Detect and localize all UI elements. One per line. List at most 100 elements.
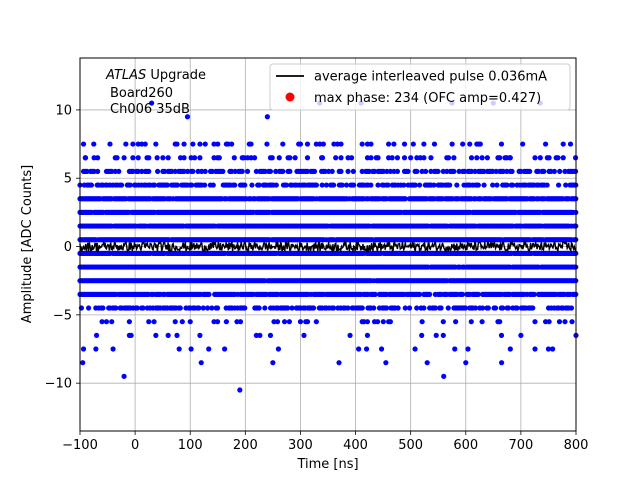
sample-point bbox=[440, 319, 446, 325]
sample-point bbox=[449, 141, 455, 147]
sample-point bbox=[329, 168, 335, 175]
sample-point bbox=[438, 305, 444, 311]
sample-point bbox=[114, 155, 120, 161]
sample-point bbox=[351, 182, 357, 188]
sample-point bbox=[405, 168, 411, 175]
sample-point bbox=[127, 182, 133, 188]
sample-point bbox=[80, 360, 86, 366]
sample-point bbox=[454, 182, 460, 188]
sample-point bbox=[130, 155, 136, 161]
sample-point bbox=[485, 305, 491, 311]
sample-point bbox=[345, 305, 351, 311]
sample-point bbox=[401, 182, 407, 188]
sample-point bbox=[304, 141, 311, 147]
sample-point bbox=[499, 360, 505, 366]
sample-points bbox=[77, 100, 579, 393]
sample-point bbox=[253, 332, 259, 338]
sample-point bbox=[343, 182, 350, 188]
sample-point bbox=[103, 319, 110, 325]
sample-point bbox=[494, 182, 500, 188]
annotation-line-1: ATLAS Upgrade bbox=[105, 68, 206, 83]
sample-point bbox=[206, 291, 212, 297]
sample-point bbox=[287, 168, 293, 175]
sample-point bbox=[375, 155, 381, 161]
sample-point bbox=[569, 319, 575, 325]
sample-point bbox=[267, 168, 274, 175]
sample-point bbox=[123, 141, 129, 147]
sample-point bbox=[286, 319, 293, 325]
sample-point bbox=[109, 319, 115, 325]
x-tick-label: 100 bbox=[178, 438, 203, 453]
sample-point bbox=[394, 155, 401, 161]
x-tick-label: 700 bbox=[508, 438, 533, 453]
sample-point bbox=[153, 141, 159, 147]
sample-point bbox=[214, 319, 221, 325]
sample-point bbox=[172, 319, 178, 325]
sample-point bbox=[459, 291, 466, 297]
sample-point bbox=[215, 141, 221, 147]
sample-point bbox=[359, 141, 365, 147]
sample-point bbox=[410, 141, 416, 147]
sample-point bbox=[206, 346, 212, 352]
sample-point bbox=[99, 319, 105, 325]
sample-point bbox=[419, 332, 425, 338]
sample-point bbox=[445, 305, 451, 311]
sample-point bbox=[433, 332, 439, 338]
sample-point bbox=[216, 155, 222, 161]
sample-point bbox=[153, 332, 159, 338]
sample-point bbox=[93, 332, 100, 338]
sample-point bbox=[463, 360, 469, 366]
sample-point bbox=[544, 182, 550, 188]
average-pulse-line-group bbox=[79, 239, 577, 254]
sample-point bbox=[222, 346, 228, 352]
sample-point bbox=[479, 155, 485, 161]
sample-point bbox=[474, 141, 480, 147]
sample-point bbox=[363, 346, 370, 352]
sample-point bbox=[304, 155, 311, 161]
sample-point bbox=[497, 319, 503, 325]
sample-point bbox=[231, 155, 237, 161]
sample-point bbox=[467, 141, 473, 147]
sample-point bbox=[560, 141, 566, 147]
sample-point bbox=[452, 346, 458, 352]
sample-point bbox=[484, 155, 490, 161]
sample-point bbox=[440, 332, 446, 338]
sample-point bbox=[274, 319, 281, 325]
sample-point bbox=[287, 155, 293, 161]
sample-point bbox=[323, 182, 330, 188]
sample-point bbox=[289, 305, 295, 311]
sample-point bbox=[276, 155, 282, 161]
sample-point bbox=[121, 155, 127, 161]
sample-point bbox=[468, 319, 474, 325]
sample-point bbox=[387, 319, 393, 325]
y-tick-label: −10 bbox=[45, 377, 72, 392]
legend-box bbox=[269, 63, 571, 111]
sample-point bbox=[431, 141, 438, 147]
sample-point bbox=[273, 182, 279, 188]
sample-point bbox=[280, 141, 286, 147]
plot-frame bbox=[79, 57, 577, 432]
x-tick-label: 200 bbox=[233, 438, 258, 453]
sample-point bbox=[311, 168, 318, 175]
x-tick-label: 400 bbox=[343, 438, 368, 453]
sample-point bbox=[375, 319, 381, 325]
sample-point bbox=[394, 168, 401, 175]
sample-point bbox=[510, 182, 516, 188]
sample-point bbox=[151, 319, 157, 325]
sample-point bbox=[402, 196, 408, 202]
sample-point bbox=[88, 182, 95, 188]
sample-point bbox=[518, 332, 524, 338]
sample-point bbox=[151, 182, 158, 188]
sample-point bbox=[395, 305, 401, 311]
sample-point bbox=[118, 182, 125, 188]
sample-point bbox=[165, 155, 171, 161]
y-axis-label: Amplitude [ADC Counts] bbox=[20, 165, 35, 323]
sample-point bbox=[313, 182, 320, 188]
sample-point bbox=[113, 305, 119, 311]
annotation-line-2: Board260 bbox=[110, 86, 173, 101]
sample-point bbox=[197, 155, 203, 161]
sample-point bbox=[414, 305, 420, 311]
sample-point bbox=[181, 141, 187, 147]
sample-point bbox=[192, 155, 198, 161]
